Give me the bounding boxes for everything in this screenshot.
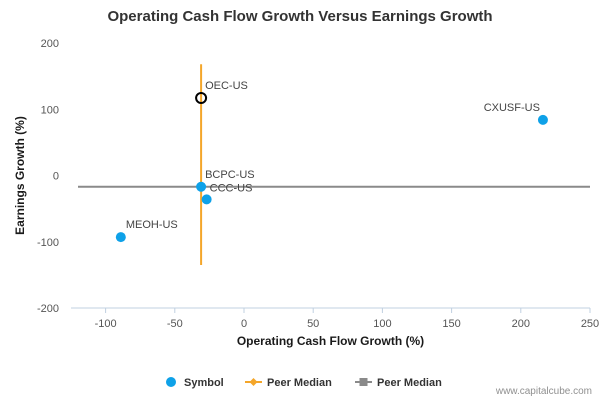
legend-label-peer-median-1: Peer Median (267, 377, 332, 389)
credit-link[interactable]: www.capitalcube.com (495, 386, 592, 397)
legend-item-peer-median-vertical[interactable]: Peer Median (245, 377, 332, 389)
x-tick-label: 100 (373, 318, 391, 330)
peer-medians (78, 64, 590, 265)
x-tick-label: -50 (167, 318, 183, 330)
point-meoh-us[interactable] (115, 232, 126, 243)
point-label-cxusf-us: CXUSF-US (484, 102, 540, 114)
legend-symbol-dot-icon (166, 377, 176, 387)
x-tick-label: 250 (581, 318, 599, 330)
legend: Symbol Peer Median Peer Median (166, 377, 442, 389)
x-tick-label: 0 (241, 318, 247, 330)
x-tick-label: 50 (307, 318, 319, 330)
x-tick-label: -100 (95, 318, 117, 330)
legend-label-symbol: Symbol (184, 377, 224, 389)
x-tick-label: 200 (512, 318, 530, 330)
point-label-meoh-us: MEOH-US (126, 219, 178, 231)
legend-peer-median-square-icon (359, 378, 368, 386)
legend-item-symbol[interactable]: Symbol (166, 377, 224, 389)
y-tick-label: -200 (37, 303, 59, 315)
y-tick-label: -100 (37, 237, 59, 249)
y-tick-label: 100 (41, 104, 59, 116)
y-axis-title: Earnings Growth (%) (13, 116, 27, 235)
point-label-oec-us: OEC-US (205, 80, 248, 92)
legend-item-peer-median-horizontal[interactable]: Peer Median (355, 377, 442, 389)
x-ticks: -100 -50 0 50 100 150 200 250 (95, 308, 599, 330)
y-tick-label: 0 (53, 171, 59, 183)
x-axis-title: Operating Cash Flow Growth (%) (237, 334, 424, 348)
point-ccc-us[interactable] (201, 194, 212, 205)
chart-title: Operating Cash Flow Growth Versus Earnin… (107, 8, 492, 25)
point-oec-us[interactable] (195, 91, 208, 104)
point-label-ccc-us: CCC-US (210, 182, 253, 194)
y-ticks: -200 -100 0 100 200 (37, 38, 59, 315)
point-cxusf-us[interactable] (537, 114, 548, 125)
point-bcpc-us[interactable] (196, 181, 207, 192)
x-tick-label: 150 (442, 318, 460, 330)
legend-label-peer-median-2: Peer Median (377, 377, 442, 389)
point-label-bcpc-us: BCPC-US (205, 169, 255, 181)
y-tick-label: 200 (41, 38, 59, 50)
legend-peer-median-diamond-icon (249, 378, 258, 386)
